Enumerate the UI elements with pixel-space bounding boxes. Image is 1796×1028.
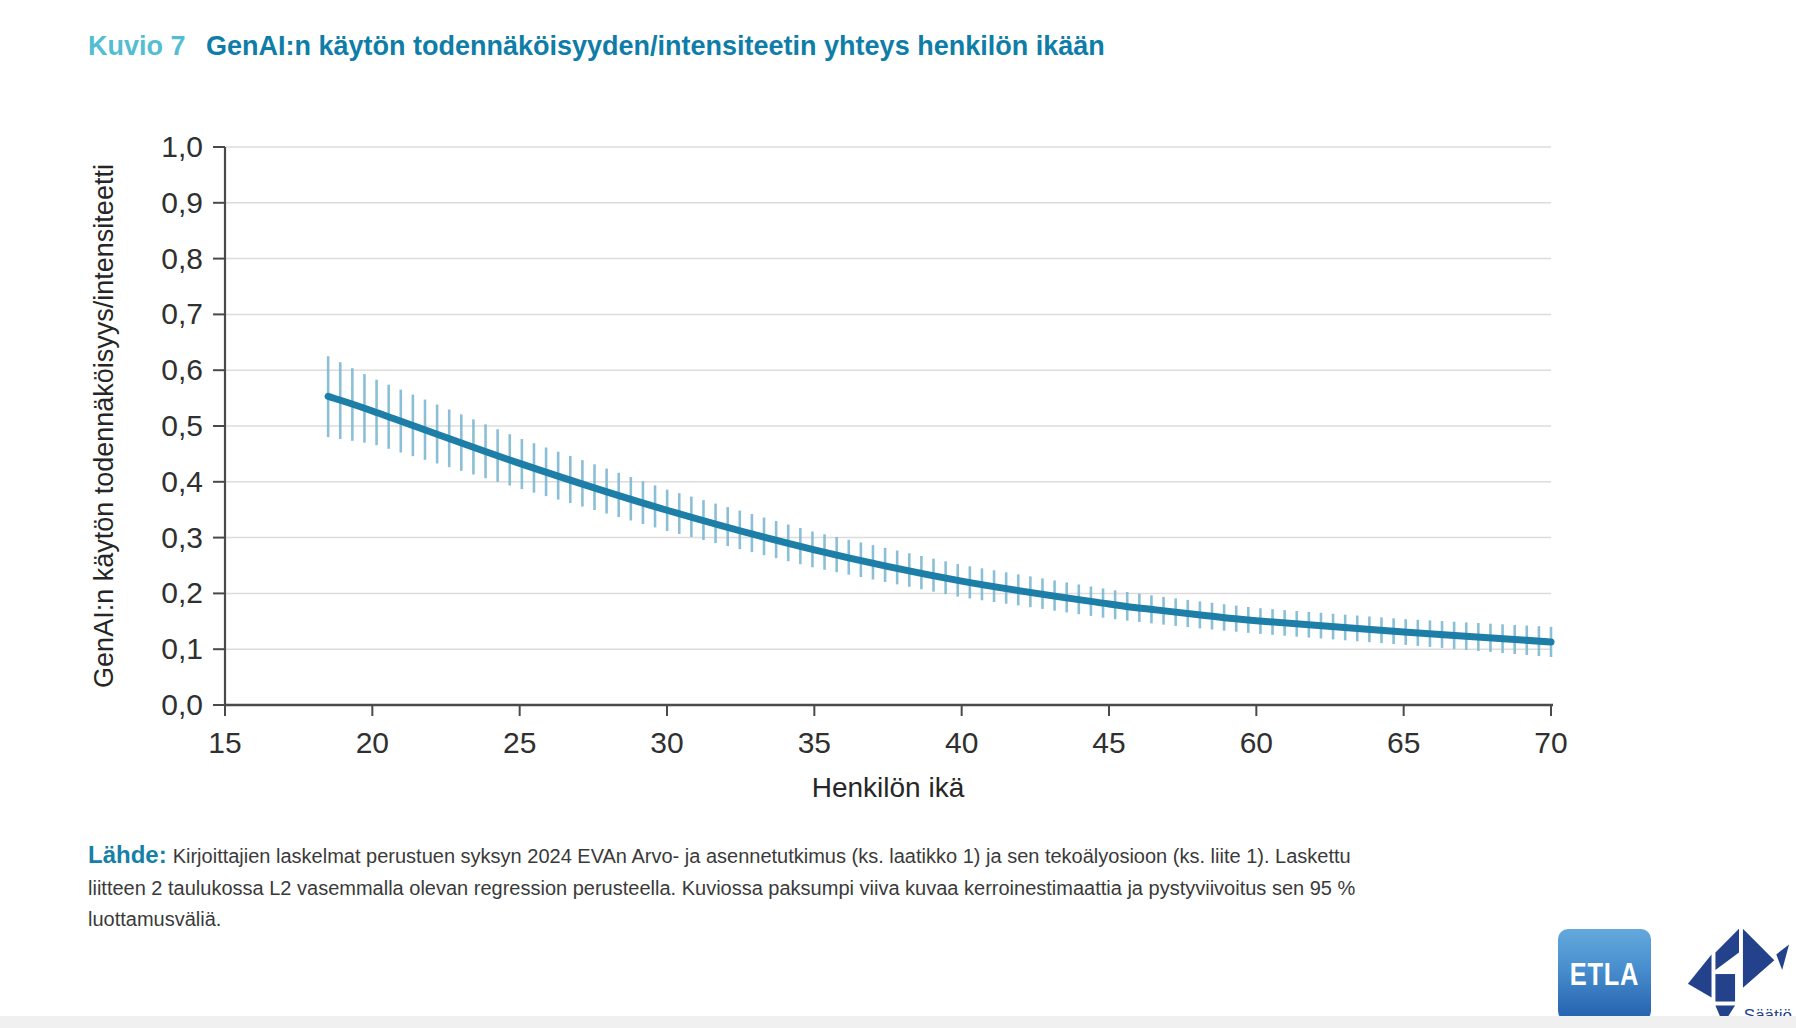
- y-tick-label: 0,5: [161, 409, 203, 442]
- x-axis-title: Henkilön ikä: [812, 772, 965, 804]
- source-note: Lähde:Kirjoittajien laskelmat perustuen …: [88, 836, 1388, 935]
- saatio-logo: Säätiö: [1684, 926, 1792, 1026]
- y-axis-title: GenAI:n käytön todennäköisyys/intensitee…: [89, 164, 120, 688]
- line-chart: 1,0 0,9 0,8 0,7 0,6 0,5 0,4 0,3 0,2 0,1 0,015 20 25 3…: [0, 0, 1796, 830]
- x-tick-label: 30: [650, 726, 683, 759]
- y-tick-label: 0,9: [161, 186, 203, 219]
- etla-logo-text: ETLA: [1570, 957, 1640, 993]
- source-label: Lähde:: [88, 841, 167, 868]
- y-tick-label: 0,2: [161, 576, 203, 609]
- y-tick-label: 0,4: [161, 465, 203, 498]
- y-tick-label: 0,3: [161, 521, 203, 554]
- x-tick-label: 70: [1534, 726, 1567, 759]
- y-tick-label: 0,1: [161, 632, 203, 665]
- y-tick-label: 0,8: [161, 242, 203, 275]
- y-tick-label: 0,7: [161, 297, 203, 330]
- figure-page: Kuvio 7 GenAI:n käytön todennäköisyyden/…: [0, 0, 1796, 1028]
- etla-logo: ETLA: [1558, 929, 1651, 1021]
- x-tick-label: 40: [945, 726, 978, 759]
- source-text: Kirjoittajien laskelmat perustuen syksyn…: [88, 845, 1355, 930]
- estimate-curve: [328, 396, 1551, 642]
- x-tick-label: 60: [1240, 726, 1273, 759]
- y-tick-label: 0,6: [161, 353, 203, 386]
- x-tick-label: 65: [1387, 726, 1420, 759]
- x-tick-label: 25: [503, 726, 536, 759]
- page-bottom-strip: [0, 1016, 1796, 1028]
- x-tick-label: 45: [1092, 726, 1125, 759]
- x-tick-label: 20: [356, 726, 389, 759]
- x-tick-label: 15: [208, 726, 241, 759]
- x-tick-label: 35: [798, 726, 831, 759]
- y-tick-label: 1,0: [161, 130, 203, 163]
- y-tick-label: 0,0: [161, 688, 203, 721]
